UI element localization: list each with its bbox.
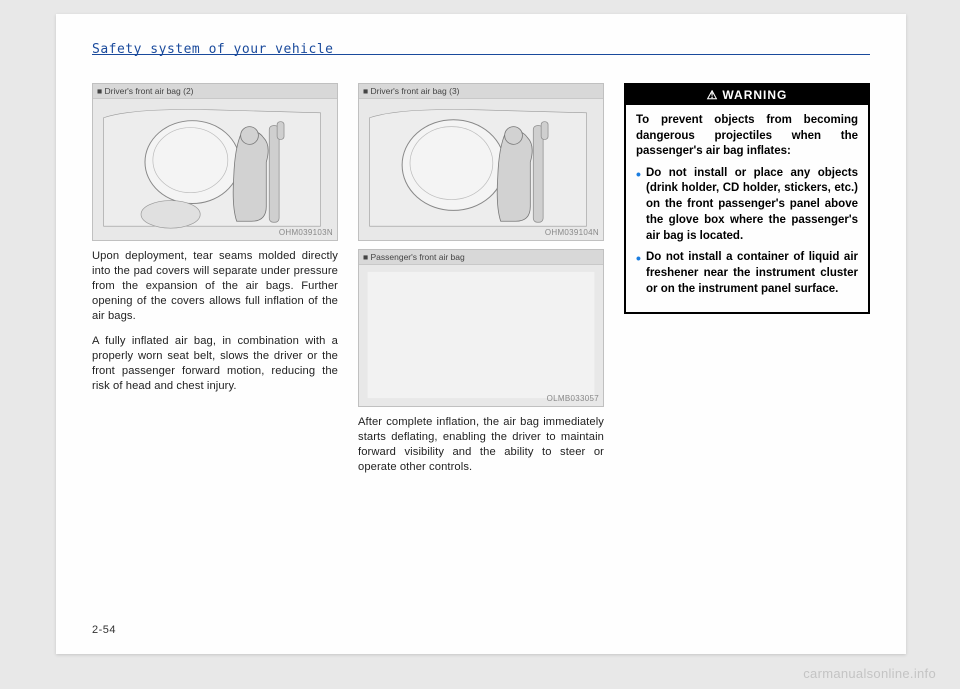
warning-list: Do not install or place any objects (dri…	[636, 166, 858, 298]
warning-item: Do not install a container of liquid air…	[636, 250, 858, 298]
content-columns: ■ Driver's front air bag (2) OHM039103N …	[92, 83, 870, 484]
warning-title: WARNING	[722, 88, 787, 102]
column-1: ■ Driver's front air bag (2) OHM039103N …	[92, 83, 338, 484]
figure-passenger-airbag: ■ Passenger's front air bag OLMB033057	[358, 249, 604, 407]
warning-box: ⚠WARNING To prevent objects from becom­i…	[624, 83, 870, 314]
airbag-illustration	[359, 98, 603, 240]
warning-body: To prevent objects from becom­ing danger…	[626, 105, 868, 312]
page-number: 2-54	[92, 624, 116, 636]
figure-label: ■ Driver's front air bag (2)	[93, 84, 337, 99]
warning-item: Do not install or place any objects (dri…	[636, 166, 858, 245]
column-3: ⚠WARNING To prevent objects from becom­i…	[624, 83, 870, 484]
manual-page: Safety system of your vehicle CarManuals…	[56, 14, 906, 654]
header-rule	[92, 54, 870, 55]
header: Safety system of your vehicle	[92, 40, 870, 61]
figure-driver-airbag-3: ■ Driver's front air bag (3) OHM039104N	[358, 83, 604, 241]
figure-label: ■ Passenger's front air bag	[359, 250, 603, 265]
warning-header: ⚠WARNING	[626, 85, 868, 105]
warning-icon: ⚠	[707, 88, 719, 102]
airbag-illustration	[359, 264, 603, 406]
watermark-bottom: carmanualsonline.info	[803, 666, 936, 681]
figure-code: OHM039103N	[279, 228, 333, 237]
paragraph: After complete inflation, the air bag im…	[358, 415, 604, 475]
warning-intro: To prevent objects from becom­ing danger…	[636, 113, 858, 160]
figure-code: OLMB033057	[547, 394, 599, 403]
figure-label: ■ Driver's front air bag (3)	[359, 84, 603, 99]
column-2: ■ Driver's front air bag (3) OHM039104N …	[358, 83, 604, 484]
figure-code: OHM039104N	[545, 228, 599, 237]
paragraph: A fully inflated air bag, in combina­tio…	[92, 334, 338, 394]
airbag-illustration	[93, 98, 337, 240]
paragraph: Upon deployment, tear seams mold­ed dire…	[92, 249, 338, 325]
figure-driver-airbag-2: ■ Driver's front air bag (2) OHM039103N	[92, 83, 338, 241]
